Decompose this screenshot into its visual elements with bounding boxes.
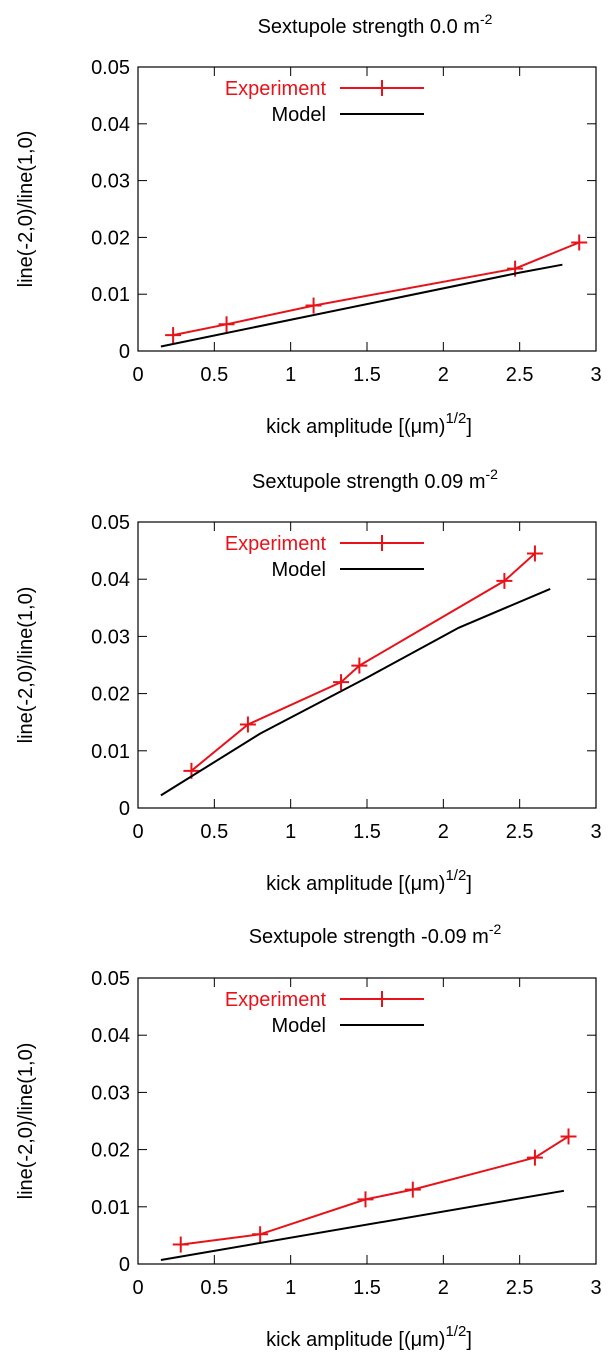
data-point [218, 316, 235, 333]
x-axis-label-superscript: 1/2 [445, 1323, 466, 1340]
x-tick-label: 1 [285, 1277, 296, 1299]
data-point [560, 1128, 577, 1145]
x-tick-label: 0 [132, 364, 143, 386]
x-tick-label: 1.5 [353, 821, 381, 843]
data-point [526, 545, 543, 562]
legend-label: Model [272, 559, 326, 581]
series-line-experiment [172, 241, 580, 337]
y-axis-label: line(-2,0)/line(1,0) [15, 587, 37, 744]
chart-title: Sextupole strength 0.09 m-2 [252, 466, 498, 493]
y-tick-label: 0.05 [91, 968, 130, 990]
x-axis-label-suffix: ] [466, 1329, 472, 1351]
chart-title-superscript: -2 [486, 466, 499, 482]
data-point [239, 716, 256, 733]
y-tick-label: 0.01 [91, 1197, 130, 1219]
x-tick-label: 2.5 [506, 821, 534, 843]
data-point [404, 1181, 421, 1198]
y-tick-label: 0.02 [91, 227, 130, 249]
x-axis-label-text: kick amplitude [(μm) [266, 416, 445, 438]
chart-title-text: Sextupole strength 0.0 m [258, 16, 480, 38]
series-line-model [160, 263, 563, 348]
x-axis-label-superscript: 1/2 [445, 867, 466, 884]
chart-title-superscript: -2 [480, 11, 493, 27]
y-axis-label: line(-2,0)/line(1,0) [15, 131, 37, 288]
y-tick-label: 0.04 [91, 569, 130, 591]
y-tick-label: 0.01 [91, 741, 130, 763]
y-tick-label: 0.03 [91, 626, 130, 648]
x-tick-label: 2 [438, 821, 449, 843]
series-line-model [160, 1189, 565, 1261]
x-tick-label: 1 [285, 364, 296, 386]
x-tick-label: 0 [132, 821, 143, 843]
x-axis-label-text: kick amplitude [(μm) [266, 1329, 445, 1351]
series-line-experiment [180, 1135, 570, 1246]
data-point [526, 1149, 543, 1166]
x-axis-label-suffix: ] [466, 873, 472, 895]
x-axis-label-text: kick amplitude [(μm) [266, 873, 445, 895]
x-tick-label: 1.5 [353, 364, 381, 386]
x-axis-label: kick amplitude [(μm)1/2] [266, 1323, 472, 1351]
data-point [172, 1236, 189, 1253]
x-tick-label: 3 [590, 1277, 601, 1299]
chart-panel: Sextupole strength 0.09 m-2 0 0.5 1 1.5 2 2.5 3… [15, 466, 602, 895]
y-tick-label: 0 [119, 341, 130, 363]
x-tick-label: 0.5 [200, 364, 228, 386]
series-line-model [160, 587, 551, 797]
data-point [252, 1226, 269, 1243]
y-tick-label: 0.02 [91, 1140, 130, 1162]
data-point [165, 327, 182, 344]
x-tick-label: 1.5 [353, 1277, 381, 1299]
chart-title: Sextupole strength 0.0 m-2 [258, 11, 493, 38]
data-point [351, 657, 368, 674]
chart-title-text: Sextupole strength -0.09 m [249, 926, 489, 948]
data-point [496, 572, 513, 589]
plot-frame [137, 977, 597, 1265]
y-tick-label: 0.04 [91, 114, 130, 136]
x-axis-label: kick amplitude [(μm)1/2] [266, 410, 472, 438]
plot-frame [137, 66, 597, 352]
x-tick-label: 3 [590, 364, 601, 386]
x-tick-label: 1 [285, 821, 296, 843]
chart-panel: Sextupole strength 0.0 m-2 0 0.5 1 1.5 2 2.5 3 0… [15, 11, 602, 438]
y-tick-label: 0.04 [91, 1025, 130, 1047]
chart-title: Sextupole strength -0.09 m-2 [249, 921, 502, 948]
x-axis-label-superscript: 1/2 [445, 410, 466, 427]
x-tick-label: 0 [132, 1277, 143, 1299]
y-axis-label: line(-2,0)/line(1,0) [15, 1043, 37, 1200]
y-tick-label: 0 [119, 798, 130, 820]
data-point [357, 1191, 374, 1208]
y-tick-label: 0.01 [91, 284, 130, 306]
data-point [333, 674, 350, 691]
x-tick-label: 0.5 [200, 821, 228, 843]
chart-panel: Sextupole strength -0.09 m-2 0 0.5 1 1.5 2 2.5… [15, 921, 602, 1351]
series-line-experiment [190, 552, 536, 772]
x-tick-label: 2.5 [506, 364, 534, 386]
x-tick-label: 2 [438, 1277, 449, 1299]
x-tick-label: 0.5 [200, 1277, 228, 1299]
legend-label: Experiment [225, 78, 327, 100]
chart-title-superscript: -2 [489, 921, 502, 937]
y-tick-label: 0.02 [91, 684, 130, 706]
x-tick-label: 3 [590, 821, 601, 843]
y-tick-label: 0.05 [91, 57, 130, 79]
x-axis-label: kick amplitude [(μm)1/2] [266, 867, 472, 895]
x-tick-label: 2 [438, 364, 449, 386]
chart-title-text: Sextupole strength 0.09 m [252, 471, 485, 493]
data-point [571, 234, 588, 251]
legend-label: Model [272, 1015, 326, 1037]
y-tick-label: 0.03 [91, 1082, 130, 1104]
data-point [305, 297, 322, 314]
y-tick-label: 0.03 [91, 171, 130, 193]
x-tick-label: 2.5 [506, 1277, 534, 1299]
legend-label: Experiment [225, 533, 327, 555]
y-tick-label: 0 [119, 1254, 130, 1276]
legend-label: Experiment [225, 989, 327, 1011]
legend-label: Model [272, 104, 326, 126]
y-tick-label: 0.05 [91, 512, 130, 534]
x-axis-label-suffix: ] [466, 416, 472, 438]
